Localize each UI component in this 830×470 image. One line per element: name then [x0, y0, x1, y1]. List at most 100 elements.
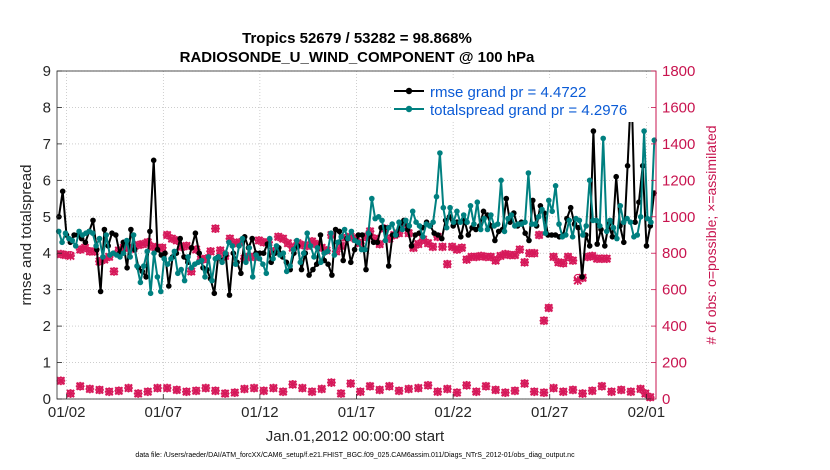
spread-point: [501, 228, 508, 235]
y2-axis-label: # of obs: o=possible; ×=assimilated: [703, 125, 719, 344]
spread-point: [566, 217, 572, 224]
spread-point: [283, 268, 290, 275]
y-axis-label: rmse and totalspread: [18, 165, 35, 306]
y-tick-label: 0: [43, 391, 51, 408]
rmse-point: [359, 232, 366, 238]
y2-tick-label: 0: [662, 391, 670, 408]
obs-assimilated-marker: [597, 381, 607, 391]
spread-point: [89, 230, 96, 236]
spread-point: [348, 228, 355, 235]
rmse-point: [192, 230, 199, 236]
obs-assimilated-marker: [578, 389, 587, 398]
y-tick-label: 4: [43, 245, 51, 262]
rmse-point: [238, 270, 244, 277]
spread-point: [127, 254, 133, 260]
rmse-point: [351, 246, 358, 253]
rmse-point: [59, 188, 66, 195]
obs-assimilated-marker: [143, 387, 153, 397]
spread-point: [198, 257, 205, 264]
spread-point: [522, 219, 528, 225]
spread-point: [481, 215, 487, 222]
obs-assimilated-marker: [191, 386, 201, 396]
obs-assimilated-marker: [438, 242, 447, 252]
spread-point: [185, 254, 191, 260]
spread-point: [413, 219, 419, 225]
rmse-point: [624, 163, 631, 169]
y-tick-label: 7: [43, 136, 51, 153]
rmse-point: [526, 237, 532, 244]
y-tick-label: 9: [43, 63, 51, 80]
obs-assimilated-marker: [66, 251, 75, 261]
spread-point: [202, 274, 208, 280]
spread-point: [607, 217, 613, 224]
rmse-point: [503, 195, 510, 202]
spread-point: [161, 255, 167, 262]
spread-point: [341, 226, 348, 233]
obs-assimilated-marker: [220, 389, 230, 398]
rmse-point: [435, 232, 441, 238]
spread-point: [243, 259, 249, 266]
spread-point: [164, 261, 171, 268]
obs-assimilated-marker: [558, 387, 568, 397]
obs-assimilated-marker: [75, 381, 85, 391]
spread-point: [307, 243, 314, 249]
spread-point: [93, 243, 99, 249]
legend: rmse grand pr = 4.4722 totalspread grand…: [392, 78, 648, 122]
rmse-point: [188, 245, 195, 251]
y2-tick-label: 1200: [662, 172, 695, 189]
rmse-point: [385, 263, 392, 269]
spread-point: [379, 217, 385, 224]
spread-point: [300, 250, 307, 256]
rmse-point: [336, 228, 343, 235]
rmse-point: [643, 243, 650, 249]
obs-assimilated-marker: [240, 384, 249, 394]
spread-point: [324, 248, 331, 255]
obs-assimilated-marker: [384, 381, 394, 391]
rmse-point: [613, 173, 619, 180]
rmse-point: [166, 283, 172, 289]
spread-point: [443, 224, 450, 231]
spread-point: [416, 223, 423, 229]
spread-point: [76, 228, 82, 235]
spread-point: [117, 254, 123, 260]
obs-assimilated-marker: [520, 379, 530, 388]
x-tick-label: 01/12: [241, 404, 279, 421]
rmse-point: [374, 239, 381, 246]
spread-point: [426, 223, 433, 229]
rmse-point: [590, 128, 597, 134]
spread-point: [151, 250, 157, 256]
spread-point: [648, 219, 654, 225]
y-tick-label: 8: [43, 99, 51, 116]
rmse-point: [306, 272, 312, 278]
obs-assimilated-marker: [172, 385, 182, 395]
spread-point: [603, 228, 610, 235]
spread-point: [273, 243, 280, 249]
spread-point: [546, 197, 552, 204]
x-tick-label: 01/02: [48, 404, 86, 421]
rmse-point: [325, 261, 331, 268]
rmse-point: [310, 266, 316, 273]
obs-assimilated-marker: [288, 380, 298, 389]
spread-point: [430, 219, 436, 225]
spread-point: [403, 217, 409, 224]
rmse-point: [113, 232, 119, 238]
rmse-point: [363, 266, 369, 273]
spread-point: [505, 215, 511, 222]
spread-point: [488, 212, 494, 218]
rmse-point: [211, 290, 218, 297]
x-tick-label: 02/01: [628, 404, 666, 421]
spread-point: [205, 254, 212, 260]
spread-point: [147, 290, 154, 297]
obs-assimilated-marker: [626, 387, 636, 397]
obs-assimilated-marker: [317, 384, 327, 394]
spread-point: [338, 234, 345, 240]
rmse-point: [594, 241, 600, 247]
spread-point: [382, 237, 389, 244]
spread-point: [460, 212, 467, 218]
spread-point: [331, 252, 338, 258]
spread-point: [614, 235, 620, 242]
spread-point: [627, 219, 634, 225]
obs-assimilated-marker: [182, 387, 191, 397]
spread-point: [362, 246, 368, 253]
